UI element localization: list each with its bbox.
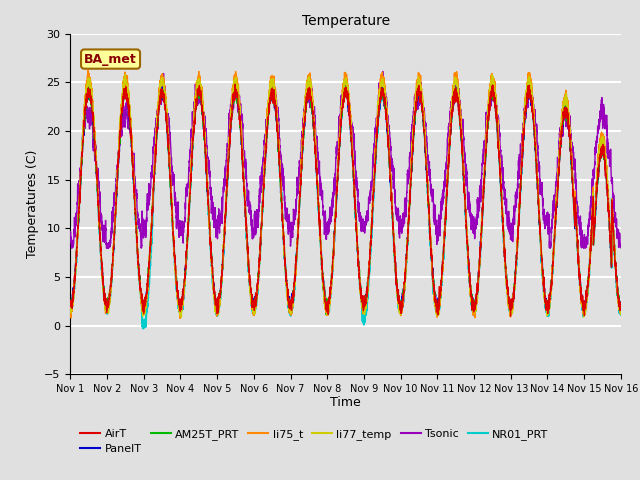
Legend: AirT, PanelT, AM25T_PRT, li75_t, li77_temp, Tsonic, NR01_PRT: AirT, PanelT, AM25T_PRT, li75_t, li77_te…: [76, 424, 553, 459]
X-axis label: Time: Time: [330, 396, 361, 408]
Title: Temperature: Temperature: [301, 14, 390, 28]
Y-axis label: Temperatures (C): Temperatures (C): [26, 150, 39, 258]
Text: BA_met: BA_met: [84, 53, 137, 66]
